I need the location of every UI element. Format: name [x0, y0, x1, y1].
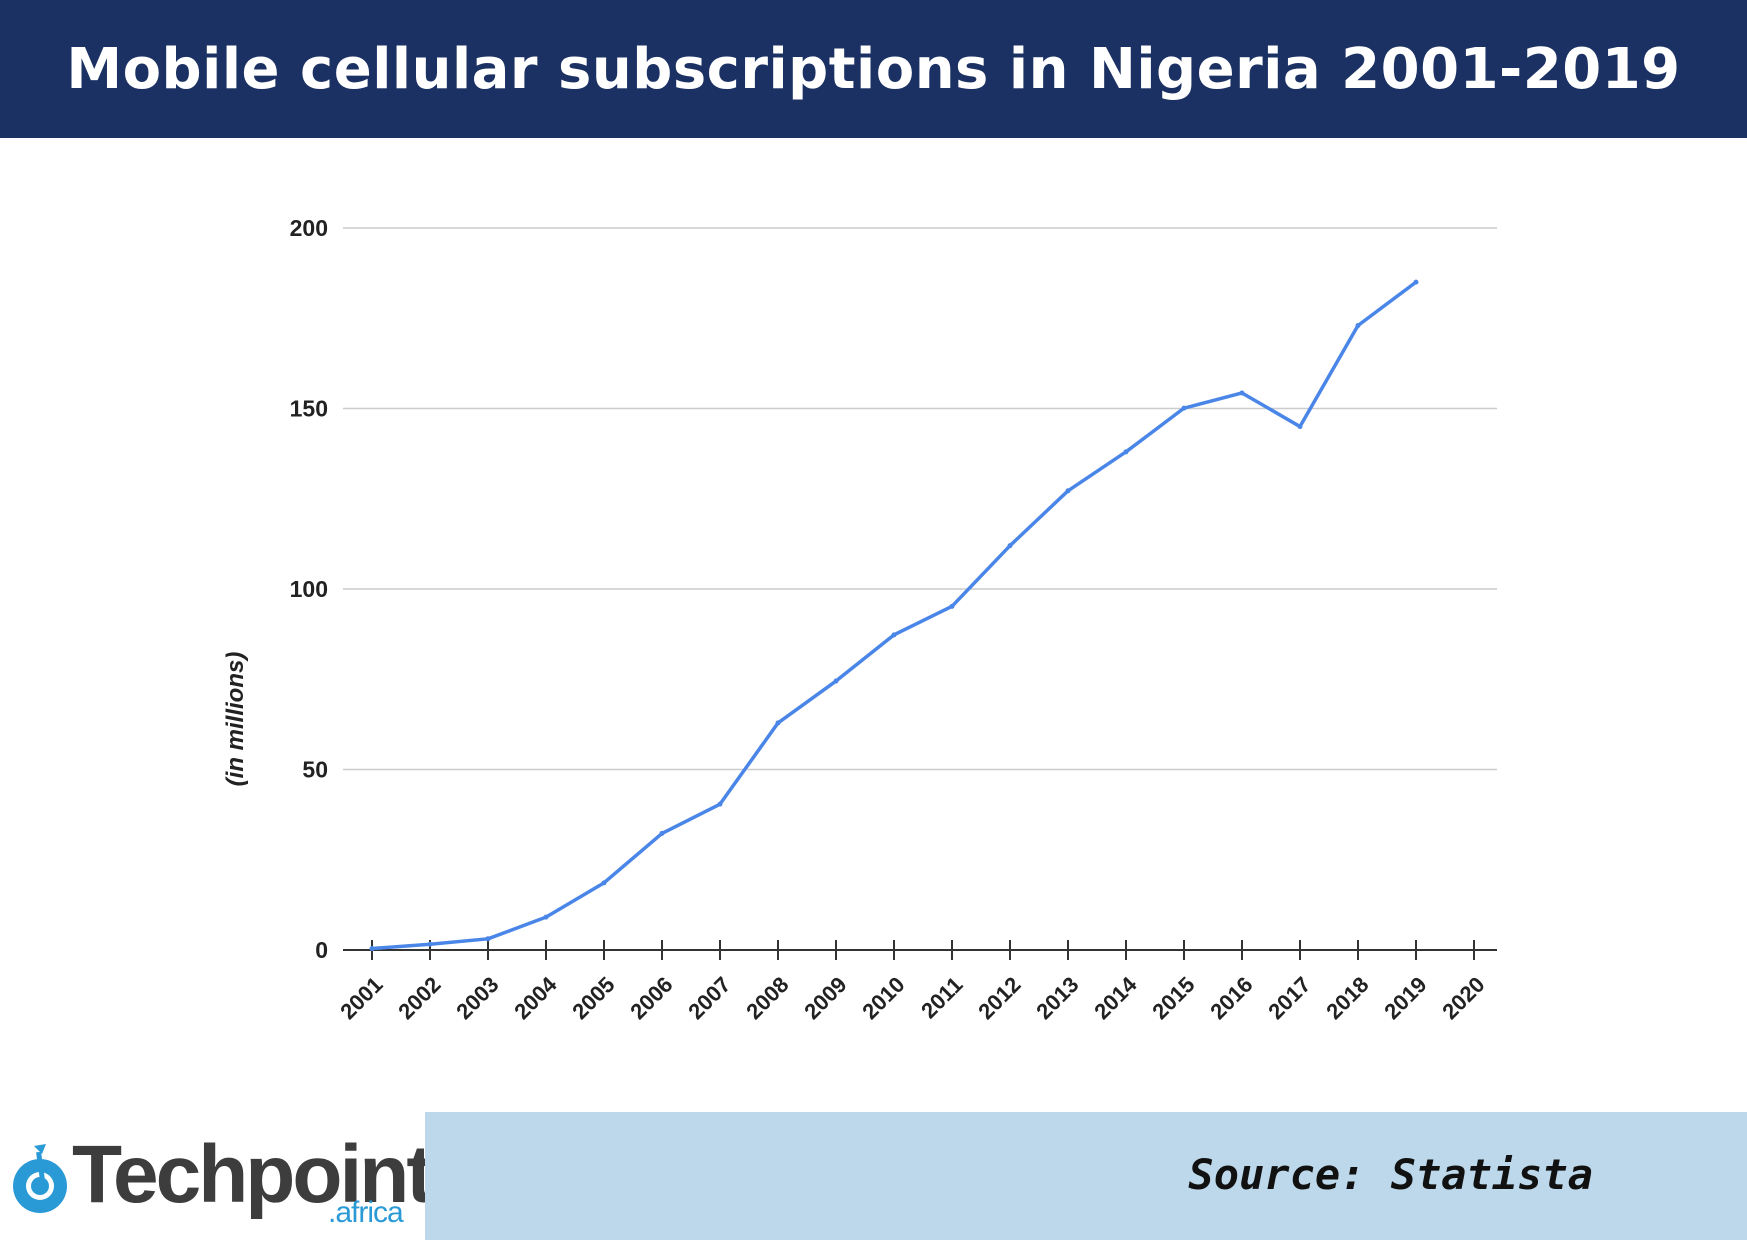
x-tick-label: 2008	[741, 972, 793, 1024]
data-point	[1413, 279, 1419, 285]
x-tick-label: 2020	[1437, 972, 1489, 1024]
x-tick-label: 2003	[451, 972, 503, 1024]
data-point	[1007, 543, 1013, 549]
x-tick-label: 2009	[799, 972, 851, 1024]
x-tick-label: 2005	[567, 972, 619, 1024]
data-point	[1181, 405, 1187, 411]
y-tick-label: 100	[290, 576, 328, 602]
y-tick-label: 50	[302, 757, 328, 783]
y-tick-label: 200	[290, 215, 328, 241]
data-point	[833, 678, 839, 684]
target-icon	[13, 1144, 67, 1213]
data-point	[1297, 424, 1303, 430]
y-tick-label: 0	[315, 937, 328, 963]
source-label: Source: Statista	[1188, 1150, 1593, 1199]
x-tick-label: 2001	[335, 972, 387, 1024]
line-chart: 0 50 100 150 200 2001 2002 2003 2004 2005 2006 2007…	[222, 215, 1497, 1024]
data-point	[949, 603, 955, 609]
y-axis-title: (in millions)	[222, 652, 249, 787]
x-tick-label: 2010	[857, 972, 909, 1024]
data-point	[369, 946, 375, 952]
x-tick-label: 2017	[1263, 972, 1315, 1024]
x-tick-label: 2002	[393, 972, 445, 1024]
data-point	[427, 941, 433, 947]
data-point	[1355, 322, 1361, 328]
x-tick-label: 2013	[1031, 972, 1083, 1024]
data-point	[775, 720, 781, 726]
footer-source-area: Source: Statista	[425, 1112, 1747, 1240]
x-tick-label: 2006	[625, 972, 677, 1024]
series-line	[371, 280, 1418, 951]
footer-logo-area: Techpoint .africa	[0, 1112, 434, 1240]
techpoint-logo: Techpoint .africa	[10, 1130, 434, 1230]
data-point	[485, 936, 491, 942]
y-tick-label: 150	[290, 396, 328, 422]
x-tick-label: 2014	[1089, 971, 1142, 1024]
logo-wordmark: Techpoint	[72, 1129, 434, 1220]
data-point	[1123, 449, 1129, 455]
data-point	[659, 830, 665, 836]
data-point	[543, 914, 549, 920]
x-tick-label: 2007	[683, 972, 735, 1024]
header-banner: Mobile cellular subscriptions in Nigeria…	[0, 0, 1747, 138]
x-tick-label: 2012	[973, 972, 1025, 1024]
data-point	[601, 880, 607, 886]
data-point	[1239, 390, 1245, 396]
x-tick-label: 2015	[1147, 972, 1199, 1024]
chart-title: Mobile cellular subscriptions in Nigeria…	[66, 36, 1681, 102]
data-point	[1065, 488, 1071, 494]
data-point	[717, 801, 723, 807]
x-tick-label: 2011	[916, 972, 967, 1023]
x-tick-label: 2019	[1379, 972, 1431, 1024]
x-tick-label: 2016	[1205, 972, 1257, 1024]
x-tick-label: 2004	[509, 971, 562, 1024]
data-point	[891, 632, 897, 638]
x-tick-label: 2018	[1321, 972, 1373, 1024]
logo-suffix: .africa	[328, 1196, 404, 1229]
